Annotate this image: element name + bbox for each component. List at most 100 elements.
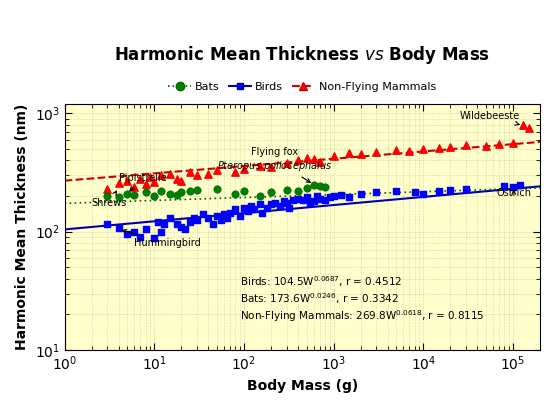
Point xyxy=(231,206,240,213)
Point xyxy=(226,209,235,216)
Point xyxy=(177,224,186,230)
Point xyxy=(114,194,123,201)
Point xyxy=(372,149,381,155)
Point xyxy=(204,215,213,222)
Point xyxy=(255,163,264,169)
Point xyxy=(141,180,150,187)
Point xyxy=(315,158,324,165)
Point xyxy=(392,147,401,153)
Point xyxy=(419,146,428,152)
Point xyxy=(315,195,324,202)
Point xyxy=(136,175,145,182)
Point xyxy=(243,208,252,214)
Point xyxy=(266,163,275,170)
Point xyxy=(123,177,132,184)
Point xyxy=(356,151,365,157)
Point xyxy=(309,181,318,188)
Point xyxy=(294,188,302,195)
Point xyxy=(185,188,194,195)
Point xyxy=(136,234,145,240)
Point xyxy=(199,211,208,217)
Point xyxy=(372,189,381,195)
Point xyxy=(193,217,201,224)
Point xyxy=(213,167,221,173)
Point xyxy=(524,125,533,131)
Point xyxy=(282,187,291,193)
Point xyxy=(302,155,311,161)
Point xyxy=(173,175,181,182)
Point xyxy=(266,201,275,208)
Text: Shrews: Shrews xyxy=(92,191,127,208)
Point xyxy=(315,182,324,189)
Point xyxy=(193,172,201,178)
Point xyxy=(223,215,231,222)
Point xyxy=(157,228,166,235)
Point xyxy=(462,142,471,148)
Point xyxy=(435,188,443,195)
Point xyxy=(263,204,271,211)
Point xyxy=(177,189,186,195)
Point xyxy=(150,193,159,200)
Y-axis label: Harmonic Mean Thickness (nm): Harmonic Mean Thickness (nm) xyxy=(15,104,29,350)
Point xyxy=(282,160,291,166)
Point xyxy=(356,190,365,197)
Point xyxy=(231,169,240,175)
Point xyxy=(213,213,221,220)
Text: Non-Flying Mammals: 269.8W$^{0.0618}$, r = 0.8115: Non-Flying Mammals: 269.8W$^{0.0618}$, r… xyxy=(240,309,485,324)
Point xyxy=(173,191,181,198)
Point xyxy=(165,190,174,197)
Point xyxy=(220,211,229,217)
Point xyxy=(320,184,329,190)
Point xyxy=(482,143,491,149)
Point xyxy=(154,219,163,226)
Point xyxy=(446,187,455,193)
Point xyxy=(235,213,244,220)
Point xyxy=(302,194,311,201)
Text: Bats: 173.6W$^{0.0246}$, r = 0.3342: Bats: 173.6W$^{0.0246}$, r = 0.3342 xyxy=(240,291,400,306)
Point xyxy=(500,182,509,189)
Point xyxy=(240,204,249,211)
Point xyxy=(103,193,112,200)
Point xyxy=(190,215,199,222)
Point xyxy=(419,190,428,197)
Point xyxy=(157,188,166,195)
Point xyxy=(446,144,455,150)
Point xyxy=(193,187,201,193)
Point xyxy=(103,221,112,228)
Point xyxy=(114,180,123,186)
Point xyxy=(185,219,194,226)
Point xyxy=(405,148,414,154)
Point xyxy=(157,172,166,178)
Text: Wildebeeste: Wildebeeste xyxy=(460,111,520,125)
Point xyxy=(204,170,213,177)
Point xyxy=(462,186,471,192)
Point xyxy=(141,189,150,195)
Point xyxy=(240,188,249,195)
X-axis label: Body Mass (g): Body Mass (g) xyxy=(246,379,358,393)
Point xyxy=(130,228,139,235)
Point xyxy=(435,145,443,151)
Text: Pipistrelle: Pipistrelle xyxy=(119,173,166,191)
Point xyxy=(240,166,249,172)
Text: Birds: 104.5W$^{0.0687}$, r = 0.4512: Birds: 104.5W$^{0.0687}$, r = 0.4512 xyxy=(240,274,403,289)
Point xyxy=(410,189,419,195)
Point xyxy=(298,197,307,203)
Point xyxy=(392,188,401,195)
Point xyxy=(288,197,297,203)
Point xyxy=(150,235,159,242)
Point xyxy=(250,206,259,213)
Point xyxy=(216,217,225,224)
Point xyxy=(130,184,139,190)
Point xyxy=(130,191,139,198)
Text: Ostrich: Ostrich xyxy=(496,188,531,198)
Point xyxy=(329,152,338,159)
Point xyxy=(294,195,302,202)
Point xyxy=(294,157,302,164)
Point xyxy=(508,140,517,146)
Text: Hummingbird: Hummingbird xyxy=(123,230,201,248)
Point xyxy=(280,198,289,205)
Point xyxy=(345,150,354,157)
Point xyxy=(306,200,315,206)
Point xyxy=(114,224,123,231)
Point xyxy=(141,226,150,233)
